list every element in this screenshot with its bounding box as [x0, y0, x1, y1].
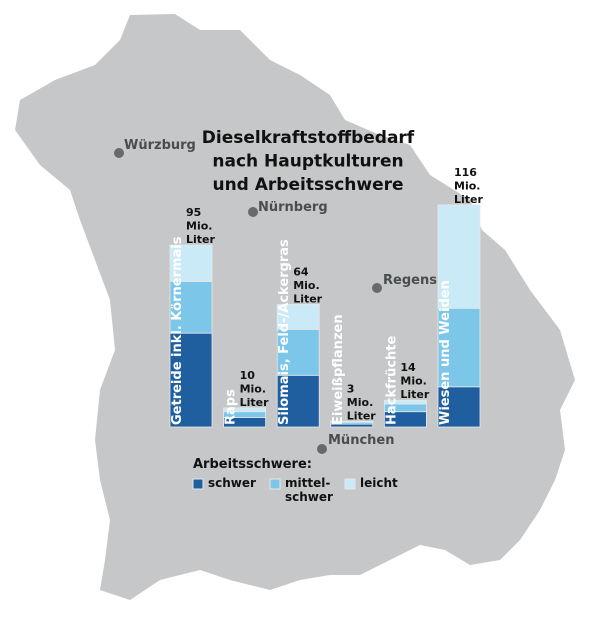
city-label: Nürnberg [258, 200, 328, 215]
bar-segment [276, 304, 320, 330]
total-label: Liter [400, 388, 429, 401]
total-label: 3 [347, 382, 355, 395]
legend-label: mittel- schwer [285, 476, 333, 504]
bar-segment [437, 386, 481, 428]
legend-swatch [344, 478, 356, 490]
city-dot [317, 444, 327, 454]
total-label: 14 [400, 361, 416, 374]
legend-swatch [192, 478, 204, 490]
total-label: 10 [240, 369, 256, 382]
category-label: Raps [224, 389, 239, 425]
city-dot [114, 148, 124, 158]
category-label: Eiweißpflanzen [331, 314, 346, 425]
legend-label: schwer [208, 476, 256, 490]
total-label: Liter [186, 233, 215, 246]
legend-title: Arbeitsschwere: [193, 457, 312, 472]
total-label: 116 [454, 166, 477, 179]
bar-segment [437, 307, 481, 388]
chart-title: und Arbeitsschwere [212, 175, 403, 195]
total-label: Liter [347, 409, 376, 422]
bar-segment [169, 281, 213, 334]
category-label: Silomais, Feld-/Ackergras [277, 239, 292, 425]
total-label: Liter [240, 396, 269, 409]
total-label: Liter [454, 193, 483, 206]
bar-segment [276, 374, 320, 428]
category-label: Getreide inkl. Körnermais [170, 236, 185, 425]
city-dot [248, 207, 258, 217]
total-label: Liter [293, 292, 322, 305]
bar-segment [223, 407, 267, 413]
legend-label: leicht [360, 476, 398, 490]
city-label: Würzburg [124, 138, 196, 153]
chart-title: nach Hauptkulturen [212, 152, 403, 172]
total-label: Mio. [454, 179, 480, 192]
category-label: Wiesen und Weiden [438, 280, 453, 425]
chart-title: Dieselkraftstoffbedarf [202, 128, 415, 148]
total-label: Mio. [400, 375, 426, 388]
bar-segment [169, 244, 213, 282]
bar-segment [330, 420, 374, 423]
bar-segment [276, 328, 320, 376]
bar-segment [437, 204, 481, 309]
total-label: Mio. [347, 396, 373, 409]
total-label: 64 [293, 265, 309, 278]
total-label: 95 [186, 206, 201, 219]
total-label: Mio. [186, 220, 212, 233]
city-dot [372, 283, 382, 293]
city-label: München [328, 433, 394, 448]
category-label: Hackfrüchte [384, 335, 399, 425]
total-label: Mio. [293, 279, 319, 292]
city-label: Regensb [383, 273, 446, 288]
legend-swatch [269, 478, 281, 490]
bar-segment [383, 399, 427, 405]
total-label: Mio. [240, 382, 266, 395]
